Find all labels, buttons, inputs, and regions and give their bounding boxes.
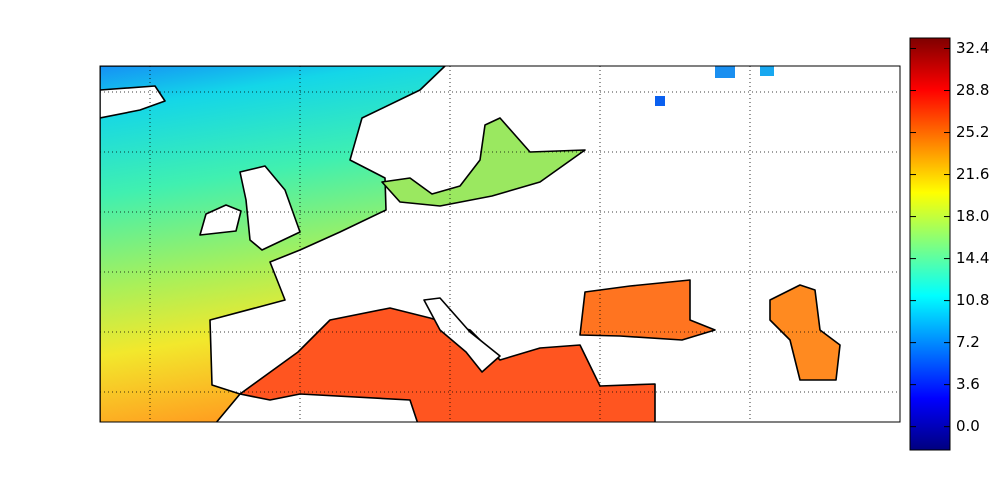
arctic-sea-cell (715, 66, 735, 78)
colorbar-tick-label: 3.6 (956, 375, 980, 393)
colorbar-tick-label: 0.0 (956, 417, 980, 435)
colorbar-tick-label: 25.2 (956, 123, 989, 141)
iceland (100, 85, 166, 119)
map-frame (99, 65, 901, 423)
black-sea (579, 279, 716, 341)
arctic-sea-cell (760, 66, 774, 76)
colorbar-tick-label: 7.2 (956, 333, 980, 351)
caspian-sea (769, 284, 841, 381)
ireland (199, 204, 242, 236)
italy (423, 297, 501, 373)
colorbar (909, 37, 951, 451)
colorbar-tick-label: 28.8 (956, 81, 989, 99)
great-britain (239, 165, 301, 251)
map (100, 66, 900, 422)
colorbar-tick-label: 10.8 (956, 291, 989, 309)
colorbar-tick-label: 21.6 (956, 165, 989, 183)
arctic-sea-cell (655, 96, 665, 106)
mediterranean-sea (239, 307, 656, 422)
colorbar-tick-label: 18.0 (956, 207, 989, 225)
graticule (100, 66, 900, 422)
colorbar-tick-label: 32.4 (956, 39, 989, 57)
colorbar-tick-label: 14.4 (956, 249, 989, 267)
baltic-sea (381, 117, 586, 207)
